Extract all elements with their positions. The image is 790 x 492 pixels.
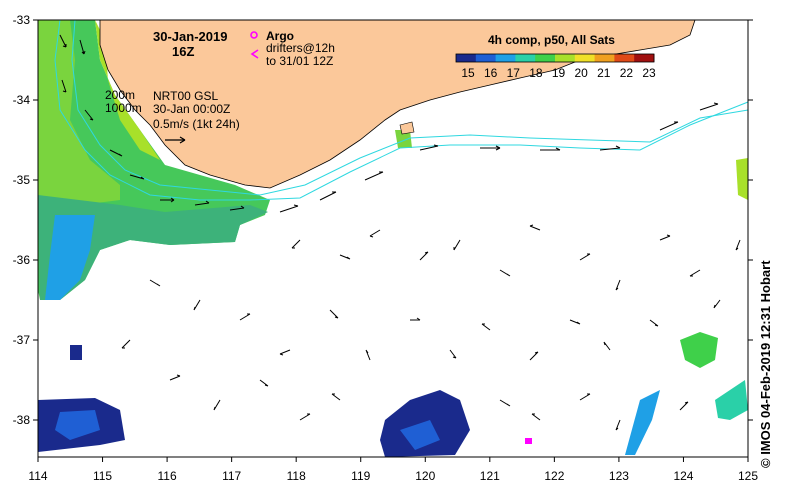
colorbar-swatch: [515, 54, 536, 62]
lat-tick-label: -38: [13, 413, 31, 427]
colorbar-swatch: [594, 54, 615, 62]
lon-tick-label: 119: [351, 469, 370, 483]
drifter-marker-icon: [250, 49, 259, 59]
drifters-line1: drifters@12h: [266, 41, 335, 55]
lon-tick-label: 115: [93, 469, 112, 483]
colorbar-swatch: [495, 54, 516, 62]
colorbar-swatch: [614, 54, 635, 62]
colorbar-swatch: [555, 54, 576, 62]
lon-tick-label: 125: [738, 469, 758, 483]
colorbar-tick-label: 17: [507, 66, 521, 80]
colorbar-swatches: [456, 54, 655, 62]
map-hour: 16Z: [172, 44, 194, 59]
drifters-line2: to 31/01 12Z: [266, 54, 333, 68]
lat-tick-label: -37: [13, 333, 31, 347]
lon-tick-label: 117: [222, 469, 241, 483]
current-vectors: [59, 34, 741, 431]
colorbar-ticks: 15 16 17 18 19 20 21 22 23: [461, 66, 656, 80]
colorbar-swatch: [456, 54, 477, 62]
colorbar-title: 4h comp, p50, All Sats: [488, 33, 615, 47]
lat-tick-label: -34: [13, 93, 31, 107]
lon-tick-label: 124: [673, 469, 693, 483]
colorbar-swatch: [574, 54, 596, 62]
colorbar: 4h comp, p50, All Sats 15 16 17 18 19 20 21 22 2…: [455, 33, 656, 80]
map-frame: [37, 19, 749, 458]
colorbar-tick-label: 19: [552, 66, 566, 80]
lon-tick-label: 114: [28, 469, 47, 483]
lon-tick-label: 118: [287, 469, 306, 483]
colorbar-tick-label: 22: [620, 66, 634, 80]
lat-tick-label: -33: [13, 13, 31, 27]
colorbar-frame: [455, 53, 655, 63]
lon-tick-label: 116: [158, 469, 177, 483]
current-time: 30-Jan 00:00Z: [153, 102, 230, 116]
lon-tick-label: 121: [480, 469, 500, 483]
colorbar-tick-label: 23: [642, 66, 656, 80]
colorbar-tick-label: 20: [574, 66, 588, 80]
argo-label: Argo: [266, 29, 294, 43]
colorbar-tick-label: 16: [484, 66, 498, 80]
isobath-lines: [54, 19, 749, 201]
colorbar-tick-label: 15: [461, 66, 475, 80]
colorbar-swatch: [475, 54, 497, 62]
current-product: NRT00 GSL: [153, 89, 218, 103]
lat-tick-label: -35: [13, 173, 31, 187]
island: [399, 121, 415, 135]
current-scale: 0.5m/s (1kt 24h): [153, 117, 240, 131]
lon-tick-label: 123: [609, 469, 629, 483]
colorbar-tick-label: 21: [597, 66, 611, 80]
lon-tick-label: 120: [415, 469, 435, 483]
colorbar-swatch: [634, 54, 655, 62]
latitude-axis: -33 -34 -35 -36 -37 -38: [13, 13, 753, 427]
map-date: 30-Jan-2019: [153, 29, 227, 44]
longitude-axis: 114 115 116 117 118 119 120 121 122 123 124 125: [28, 457, 758, 483]
lat-tick-label: -36: [13, 253, 31, 267]
isobath-200m-label: 200m: [105, 88, 135, 102]
credit-text: © IMOS 04-Feb-2019 12:31 Hobart: [758, 260, 773, 468]
isobath-1000m-label: 1000m: [105, 101, 142, 115]
argo-marker-icon: [250, 31, 258, 39]
lon-tick-label: 122: [544, 469, 564, 483]
colorbar-tick-label: 18: [529, 66, 543, 80]
colorbar-swatch: [535, 54, 556, 62]
